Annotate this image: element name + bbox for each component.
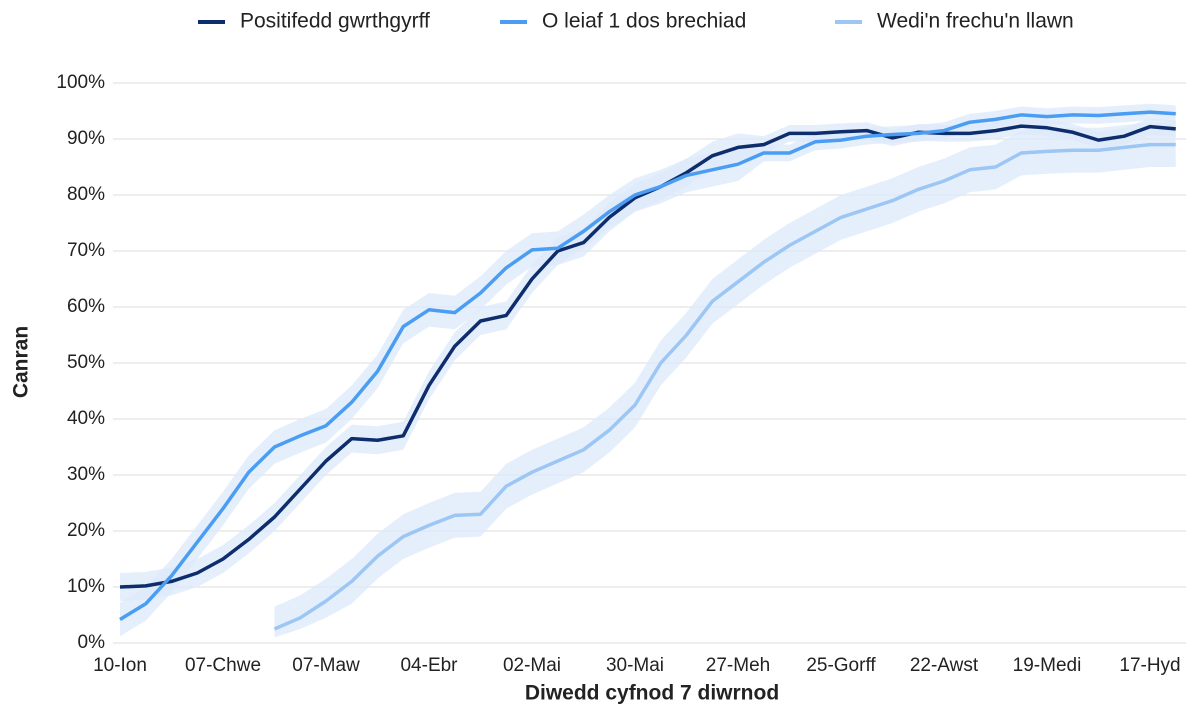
y-tick-label: 40% xyxy=(67,408,105,429)
legend-label: O leiaf 1 dos brechiad xyxy=(542,10,746,33)
y-axis-title: Canran xyxy=(10,326,33,398)
x-tick-label: 02-Mai xyxy=(503,655,561,676)
x-tick-label: 25-Gorff xyxy=(806,655,876,676)
x-tick-label: 30-Mai xyxy=(606,655,664,676)
x-tick-label: 07-Chwe xyxy=(185,655,261,676)
x-tick-label: 10-Ion xyxy=(93,655,147,676)
y-tick-label: 80% xyxy=(67,184,105,205)
y-tick-label: 0% xyxy=(78,632,106,653)
y-tick-label: 10% xyxy=(67,576,105,597)
legend-label: Wedi'n frechu'n llawn xyxy=(877,10,1074,33)
line xyxy=(273,142,1176,631)
y-tick-label: 30% xyxy=(67,464,105,485)
x-tick-label: 17-Hyd xyxy=(1119,655,1180,676)
confidence-band xyxy=(274,122,1176,638)
y-tick-label: 60% xyxy=(67,296,105,317)
x-tick-label: 07-Maw xyxy=(292,655,360,676)
x-tick-label: 04-Ebr xyxy=(400,655,458,676)
line xyxy=(119,110,1176,621)
x-tick-label: 22-Awst xyxy=(910,655,979,676)
y-tick-label: 70% xyxy=(67,240,105,261)
legend-label: Positifedd gwrthgyrff xyxy=(240,10,430,33)
y-tick-label: 100% xyxy=(56,72,105,93)
x-tick-label: 27-Meh xyxy=(706,655,770,676)
y-tick-label: 20% xyxy=(67,520,105,541)
x-axis-title: Diwedd cyfnod 7 diwrnod xyxy=(525,682,779,705)
y-tick-label: 90% xyxy=(67,128,105,149)
confidence-band xyxy=(120,117,1176,601)
x-tick-label: 19-Medi xyxy=(1013,655,1082,676)
y-tick-label: 50% xyxy=(67,352,105,373)
